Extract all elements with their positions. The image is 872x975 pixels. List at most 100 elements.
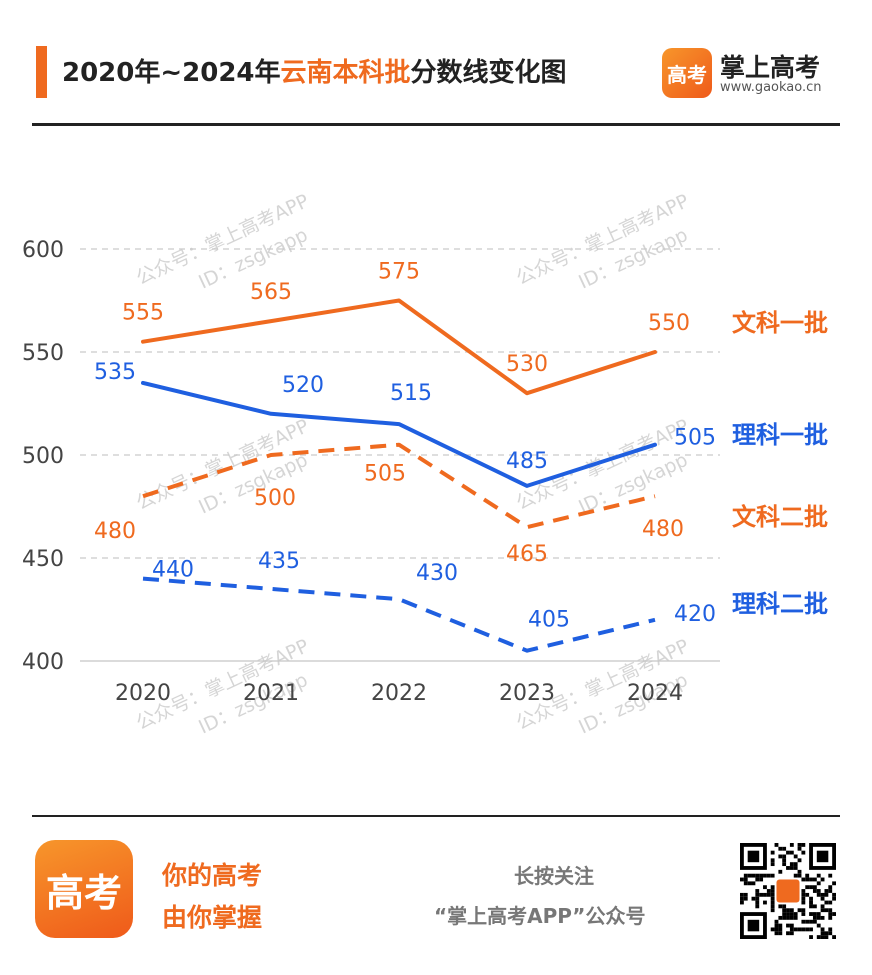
qr-module [812, 919, 817, 924]
qr-module [828, 873, 833, 878]
qr-module [774, 931, 779, 936]
qr-module [743, 873, 748, 878]
qr-module [824, 908, 829, 913]
qr-module [793, 866, 798, 870]
data-label: 440 [152, 558, 194, 583]
qr-module [770, 908, 775, 913]
qr-module [786, 931, 790, 936]
qr-module [805, 919, 810, 924]
qr-module [801, 877, 806, 882]
qr-module [789, 866, 794, 870]
qr-module [820, 892, 825, 897]
qr-module [751, 881, 756, 886]
qr-module [782, 854, 787, 859]
qr-code[interactable] [740, 843, 836, 939]
qr-module [797, 927, 802, 932]
qr-finder-core [747, 919, 760, 932]
qr-module [828, 885, 833, 890]
qr-module [786, 866, 790, 870]
qr-module [770, 896, 775, 901]
qr-module [812, 912, 817, 916]
qr-module [824, 892, 829, 897]
qr-module [786, 908, 790, 913]
footer-logo-icon: 高考 [35, 840, 133, 938]
qr-module [755, 904, 760, 909]
qr-module [770, 862, 775, 867]
data-label: 565 [250, 280, 292, 305]
qr-module [755, 892, 760, 897]
qr-module [820, 935, 825, 939]
qr-module [820, 904, 825, 909]
qr-module [782, 912, 787, 916]
qr-module [797, 846, 802, 851]
series-line [141, 298, 657, 396]
qr-module [812, 885, 817, 890]
qr-module [789, 931, 794, 936]
qr-module [805, 892, 810, 897]
qr-module [770, 892, 775, 897]
brand-logo: 高考 掌上高考 www.gaokao.cn [662, 48, 842, 100]
data-label: 500 [254, 486, 296, 511]
qr-module [812, 877, 817, 882]
slogan-line1: 你的高考 [162, 861, 263, 890]
qr-module [770, 900, 775, 905]
qr-module [820, 877, 825, 882]
data-label: 555 [122, 301, 164, 326]
qr-module [797, 843, 802, 847]
qr-module [812, 889, 817, 893]
qr-module [797, 908, 802, 913]
y-axis-ticks: 400 450 500 550 600 [22, 238, 64, 675]
qr-module [778, 915, 783, 920]
qr-module [809, 900, 813, 905]
qr-module [809, 935, 813, 939]
qr-module [759, 873, 764, 878]
qr-module [809, 927, 813, 932]
data-label: 435 [258, 549, 300, 574]
qr-module [743, 877, 748, 882]
y-tick-label: 500 [22, 444, 64, 469]
qr-module [832, 935, 836, 939]
data-label: 430 [416, 561, 458, 586]
qr-module [755, 877, 760, 882]
series-lines [141, 298, 657, 653]
legend-entry: 文科二批 [732, 503, 828, 531]
qr-module [789, 927, 794, 932]
qr-module [801, 889, 806, 893]
qr-module [809, 919, 813, 924]
qr-module [797, 869, 802, 874]
qr-module [801, 900, 806, 905]
qr-module [801, 919, 806, 924]
qr-module [801, 843, 806, 847]
qr-module [766, 889, 771, 893]
x-axis-ticks: 2020 2021 2022 2023 2024 [115, 681, 683, 706]
title-prefix: 2020年~2024年 [62, 58, 281, 88]
qr-module [770, 889, 775, 893]
y-tick-label: 400 [22, 650, 64, 675]
footer-divider [32, 815, 840, 817]
qr-module [828, 912, 833, 916]
qr-module [789, 908, 794, 913]
qr-module [812, 904, 817, 909]
header-divider [32, 123, 840, 126]
qr-module [751, 873, 756, 878]
qr-module [809, 877, 813, 882]
grid-lines [80, 248, 720, 662]
qr-module [801, 927, 806, 932]
data-label: 515 [390, 381, 432, 406]
qr-module [782, 915, 787, 920]
x-tick-label: 2021 [243, 681, 299, 706]
qr-module [774, 923, 779, 928]
qr-module [793, 862, 798, 867]
title-highlight: 云南本科批 [280, 58, 411, 88]
qr-module [801, 850, 806, 855]
series-line [142, 576, 656, 653]
x-tick-label: 2023 [499, 681, 555, 706]
qr-module [740, 896, 744, 901]
qr-module [763, 885, 767, 890]
y-tick-label: 450 [22, 547, 64, 572]
qr-module [832, 912, 836, 916]
